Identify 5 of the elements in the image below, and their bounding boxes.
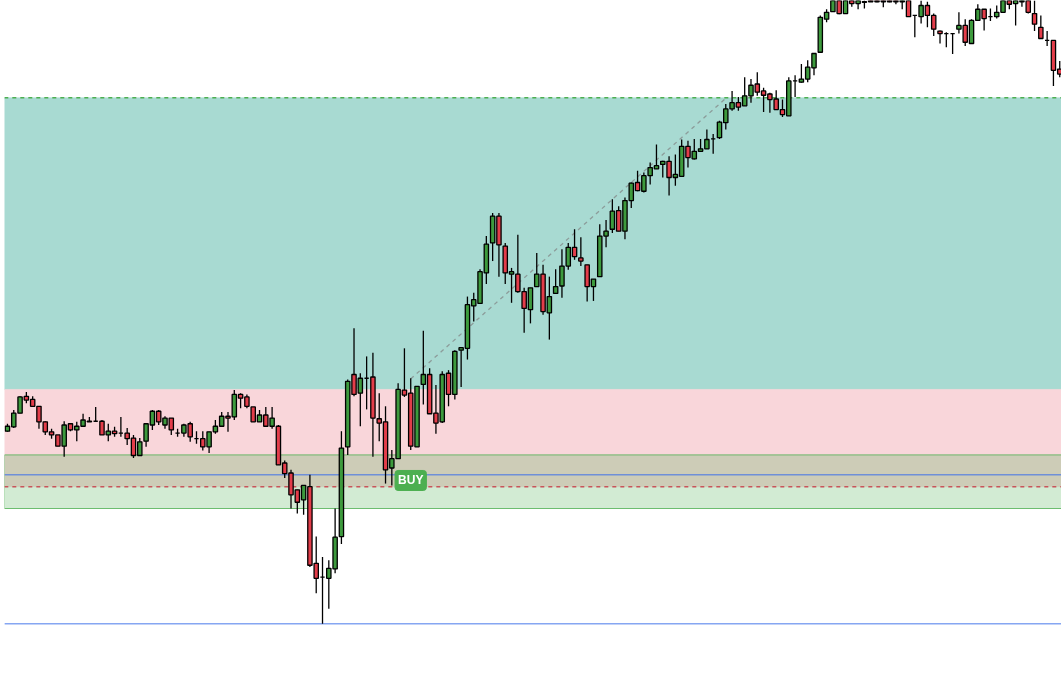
candlestick <box>1031 0 1038 32</box>
annotation: BUY <box>398 473 424 488</box>
candlestick <box>552 268 559 295</box>
candlestick <box>578 236 584 267</box>
candlestick <box>1038 14 1044 40</box>
